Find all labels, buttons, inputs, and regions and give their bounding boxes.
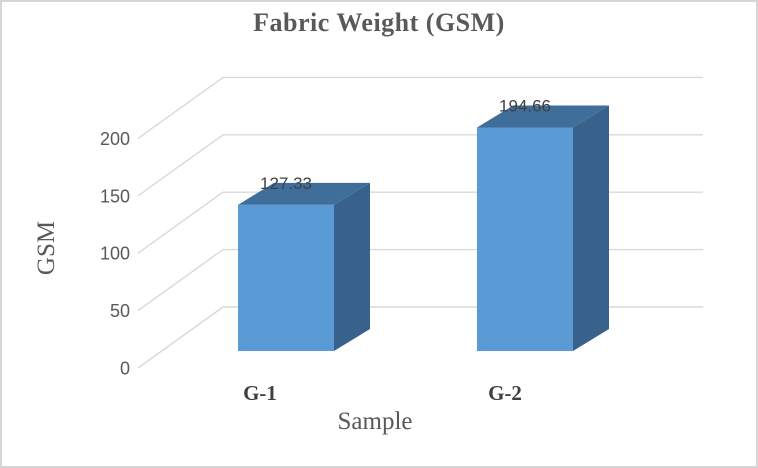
- gridline: [137, 306, 703, 369]
- y-tick-label: 150: [100, 186, 130, 206]
- data-label: 127.33: [260, 174, 312, 193]
- y-tick-label: 50: [110, 301, 130, 321]
- bar-top-face: [238, 182, 370, 205]
- y-tick-label: 100: [100, 244, 130, 264]
- category-label: G-2: [488, 381, 522, 405]
- bar-top-face: [477, 105, 609, 128]
- gridline: [137, 248, 703, 312]
- bar-side-face: [573, 105, 609, 351]
- chart-title: Fabric Weight (GSM): [253, 8, 505, 37]
- x-axis-title: Sample: [337, 408, 413, 435]
- category-label: G-1: [243, 381, 277, 405]
- y-tick-label: 200: [100, 129, 130, 149]
- gridline: [137, 134, 703, 197]
- y-tick-label: 0: [120, 359, 130, 379]
- bar-front-face: [477, 127, 573, 351]
- bar-side-face: [334, 182, 370, 351]
- gridline: [137, 76, 703, 139]
- data-label: 194.66: [499, 97, 551, 116]
- gridline: [137, 191, 703, 254]
- bar-front-face: [238, 204, 334, 351]
